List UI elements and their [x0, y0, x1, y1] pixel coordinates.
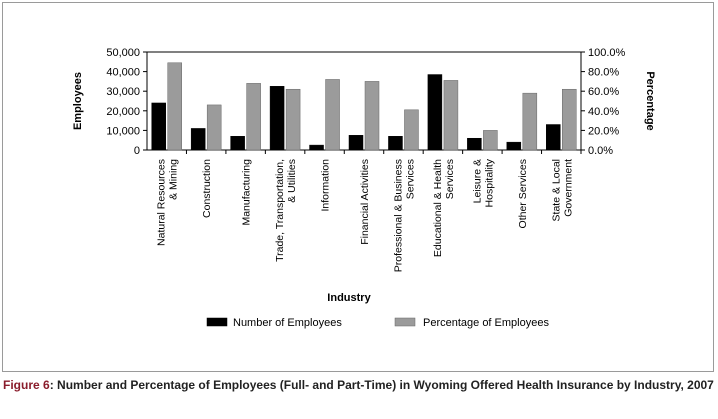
x-category-label: Natural Resources& Mining	[156, 159, 180, 246]
plot-area	[146, 51, 582, 151]
bar-percentage	[325, 79, 340, 151]
bar-employees	[190, 128, 206, 151]
caption-lead: Figure 6	[3, 378, 50, 392]
y2-tick-label: 20.0%	[588, 125, 619, 137]
x-category-label-line: Services	[404, 159, 416, 199]
bar-percentage	[285, 88, 301, 151]
y-tick-label: 50,000	[106, 47, 140, 59]
x-category-label-line: Construction	[201, 159, 213, 218]
x-category-label-line: Information	[320, 159, 332, 212]
y-tick-label: 0	[134, 145, 140, 157]
legend-swatch-percentage	[394, 317, 416, 327]
x-category-label: Construction	[201, 159, 213, 218]
y2-axis-title: Percentage	[644, 71, 656, 130]
bar-employees	[546, 124, 561, 151]
x-category-label: Other Services	[517, 159, 529, 228]
x-category-label-line: Educational & Health	[432, 159, 444, 257]
caption-text: Number and Percentage of Employees (Full…	[57, 378, 714, 392]
bar-employees	[230, 136, 245, 151]
x-category-label-line: Hospitality	[483, 158, 495, 207]
bar-percentage	[522, 92, 538, 151]
x-category-label-line: Services	[444, 159, 456, 199]
y2-tick-label: 60.0%	[588, 86, 619, 98]
y2-tick-label: 0.0%	[588, 145, 613, 157]
x-category-label-line: & Mining	[168, 159, 180, 200]
y-tick-label: 20,000	[106, 106, 140, 118]
bar-employees	[151, 102, 166, 151]
y-tick-label: 30,000	[106, 86, 140, 98]
chart: 0 10,000 20,000 30,000 40,000 50,000 0.0% 20.0%…	[72, 47, 656, 329]
x-category-label-line: Financial Activities	[359, 159, 371, 245]
x-category-label: Trade, Transportation,& Utilities	[274, 159, 298, 262]
y2-tick-label: 80.0%	[588, 67, 619, 79]
chart-frame: 0 10,000 20,000 30,000 40,000 50,000 0.0% 20.0%…	[2, 2, 714, 372]
x-category-label-line: & Utilities	[286, 159, 298, 203]
y2-tick-label: 40.0%	[588, 106, 619, 118]
caption-separator: :	[49, 378, 58, 392]
bar-percentage	[562, 88, 577, 151]
x-category-label: Educational & HealthServices	[432, 159, 456, 257]
x-category-label-line: Other Services	[517, 159, 529, 228]
legend-swatch-employees	[206, 317, 228, 327]
x-category-label: Financial Activities	[359, 159, 371, 245]
y2-tick-label: 100.0%	[588, 47, 626, 59]
x-category-label-line: Leisure &	[471, 159, 483, 203]
x-category-label-line: Professional & Business	[392, 159, 404, 272]
y-tick-label: 40,000	[106, 67, 140, 79]
x-category-label-line: Manufacturing	[241, 159, 253, 226]
bar-percentage	[404, 109, 419, 151]
bar-percentage	[206, 104, 222, 151]
x-category-label-line: Trade, Transportation,	[274, 159, 286, 262]
x-category-label-line: Government	[562, 159, 574, 217]
bar-percentage	[246, 83, 261, 151]
x-category-label: Information	[320, 159, 332, 212]
x-category-label: Manufacturing	[241, 159, 253, 226]
x-category-label-line: Natural Resources	[156, 159, 168, 246]
bar-percentage	[483, 130, 498, 151]
x-category-label: State & LocalGovernment	[550, 159, 574, 222]
x-category-label-line: State & Local	[550, 159, 562, 221]
y-axis-title: Employees	[72, 72, 84, 130]
x-category-label: Professional & BusinessServices	[392, 159, 416, 272]
legend-label-percentage: Percentage of Employees	[423, 317, 549, 329]
bar-employees	[506, 141, 522, 151]
bar-employees	[309, 144, 324, 151]
x-axis-title: Industry	[327, 292, 371, 304]
x-category-label: Leisure &Hospitality	[471, 158, 495, 207]
legend-label-employees: Number of Employees	[233, 317, 342, 329]
bar-percentage	[167, 62, 182, 151]
bar-employees	[348, 135, 364, 151]
bar-percentage	[443, 80, 459, 151]
bar-employees	[269, 86, 285, 151]
bar-percentage	[364, 81, 380, 151]
bar-employees	[467, 137, 482, 151]
bar-employees	[427, 74, 443, 151]
y-tick-label: 10,000	[106, 125, 140, 137]
bar-employees	[388, 136, 403, 151]
figure-caption: Figure 6: Number and Percentage of Emplo…	[3, 378, 715, 393]
